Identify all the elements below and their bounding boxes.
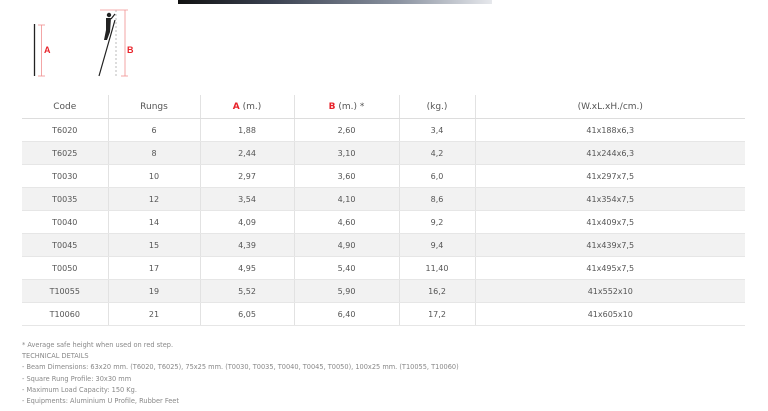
header-weight: (kg.) <box>399 95 476 119</box>
cell-b-height: 5,40 <box>294 256 400 280</box>
cell-dimensions: 41x244x6,3 <box>475 141 745 165</box>
cell-weight: 6,0 <box>399 164 476 188</box>
header-code: Code <box>22 95 109 119</box>
table-row: T0050 17 4,95 5,40 11,40 41x495x7,5 <box>22 256 745 280</box>
cell-weight: 9,2 <box>399 210 476 234</box>
cell-dimensions: 41x605x10 <box>475 302 745 326</box>
cell-dimensions: 41x354x7,5 <box>475 187 745 211</box>
header-a-letter: A <box>232 101 240 112</box>
cell-b-height: 4,60 <box>294 210 400 234</box>
cell-code: T10055 <box>22 279 109 303</box>
product-image-banner <box>178 0 492 4</box>
cell-dimensions: 41x409x7,5 <box>475 210 745 234</box>
cell-weight: 17,2 <box>399 302 476 326</box>
table-row: T0045 15 4,39 4,90 9,4 41x439x7,5 <box>22 233 745 257</box>
cell-weight: 8,6 <box>399 187 476 211</box>
table-row: T6020 6 1,88 2,60 3,4 41x188x6,3 <box>22 118 745 142</box>
cell-code: T0050 <box>22 256 109 280</box>
cell-weight: 11,40 <box>399 256 476 280</box>
cell-code: T6025 <box>22 141 109 165</box>
cell-b-height: 4,90 <box>294 233 400 257</box>
cell-rungs: 10 <box>108 164 201 188</box>
technical-notes: * Average safe height when used on red s… <box>22 340 459 407</box>
cell-b-height: 4,10 <box>294 187 400 211</box>
cell-b-height: 3,60 <box>294 164 400 188</box>
cell-code: T0040 <box>22 210 109 234</box>
cell-dimensions: 41x495x7,5 <box>475 256 745 280</box>
cell-dimensions: 41x188x6,3 <box>475 118 745 142</box>
table-row: T0030 10 2,97 3,60 6,0 41x297x7,5 <box>22 164 745 188</box>
header-a: A (m.) <box>200 95 295 119</box>
cell-a-height: 2,97 <box>200 164 295 188</box>
cell-b-height: 3,10 <box>294 141 400 165</box>
table-row: T10060 21 6,05 6,40 17,2 41x605x10 <box>22 302 745 326</box>
cell-a-height: 2,44 <box>200 141 295 165</box>
cell-a-height: 4,39 <box>200 233 295 257</box>
cell-weight: 16,2 <box>399 279 476 303</box>
cell-b-height: 6,40 <box>294 302 400 326</box>
cell-rungs: 17 <box>108 256 201 280</box>
cell-a-height: 4,95 <box>200 256 295 280</box>
table-header-row: Code Rungs A (m.) B (m.) * (kg.) (W.xL.x… <box>22 95 745 119</box>
cell-weight: 9,4 <box>399 233 476 257</box>
note-load-capacity: - Maximum Load Capacity: 150 Kg. <box>22 385 137 394</box>
cell-a-height: 1,88 <box>200 118 295 142</box>
cell-b-height: 5,90 <box>294 279 400 303</box>
cell-weight: 4,2 <box>399 141 476 165</box>
note-rung-profile: - Square Rung Profile: 30x30 mm <box>22 374 132 383</box>
header-rungs: Rungs <box>108 95 201 119</box>
cell-rungs: 6 <box>108 118 201 142</box>
header-b: B (m.) * <box>294 95 400 119</box>
cell-rungs: 15 <box>108 233 201 257</box>
ladder-a-icon: A <box>33 24 51 77</box>
cell-rungs: 19 <box>108 279 201 303</box>
header-dimensions: (W.xL.xH./cm.) <box>475 95 745 119</box>
ladder-b-climber-icon: B <box>98 9 134 77</box>
note-beam-dimensions: - Beam Dimensions: 63x20 mm. (T6020, T60… <box>22 363 459 372</box>
header-b-unit: (m.) * <box>335 101 365 112</box>
label-b: B <box>127 45 134 55</box>
cell-b-height: 2,60 <box>294 118 400 142</box>
cell-rungs: 8 <box>108 141 201 165</box>
table-row: T10055 19 5,52 5,90 16,2 41x552x10 <box>22 279 745 303</box>
cell-dimensions: 41x439x7,5 <box>475 233 745 257</box>
cell-weight: 3,4 <box>399 118 476 142</box>
cell-dimensions: 41x552x10 <box>475 279 745 303</box>
cell-rungs: 12 <box>108 187 201 211</box>
cell-dimensions: 41x297x7,5 <box>475 164 745 188</box>
label-a: A <box>44 45 51 55</box>
note-equipments: - Equipments: Aluminium U Profile, Rubbe… <box>22 397 179 406</box>
note-safe-height: * Average safe height when used on red s… <box>22 341 174 349</box>
ladder-specs-table: Code Rungs A (m.) B (m.) * (kg.) (W.xL.x… <box>22 95 745 326</box>
cell-a-height: 6,05 <box>200 302 295 326</box>
cell-a-height: 5,52 <box>200 279 295 303</box>
ladder-height-diagram: A B <box>33 9 134 77</box>
cell-rungs: 14 <box>108 210 201 234</box>
cell-rungs: 21 <box>108 302 201 326</box>
cell-code: T0030 <box>22 164 109 188</box>
cell-a-height: 4,09 <box>200 210 295 234</box>
cell-code: T10060 <box>22 302 109 326</box>
cell-code: T0035 <box>22 187 109 211</box>
table-row: T6025 8 2,44 3,10 4,2 41x244x6,3 <box>22 141 745 165</box>
header-a-unit: (m.) <box>239 101 262 112</box>
table-row: T0040 14 4,09 4,60 9,2 41x409x7,5 <box>22 210 745 234</box>
note-technical-heading: TECHNICAL DETAILS <box>22 352 89 361</box>
cell-a-height: 3,54 <box>200 187 295 211</box>
table-row: T0035 12 3,54 4,10 8,6 41x354x7,5 <box>22 187 745 211</box>
cell-code: T6020 <box>22 118 109 142</box>
cell-code: T0045 <box>22 233 109 257</box>
header-b-letter: B <box>328 101 336 112</box>
